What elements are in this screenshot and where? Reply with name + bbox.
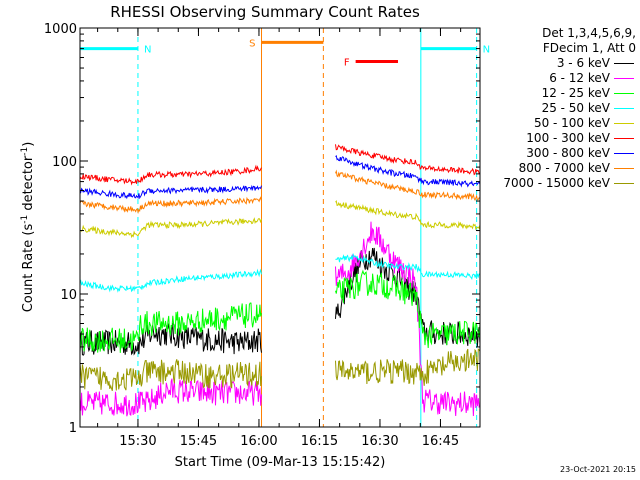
legend-entry: 6 - 12 keV [480,71,636,86]
series-line-6-0 [79,184,262,200]
series-line-3-0 [79,268,262,293]
series-line-7-1 [335,169,481,201]
legend-label: 50 - 100 keV [533,116,610,130]
chart-title: RHESSI Observing Summary Count Rates [110,3,420,21]
series-line-4-1 [335,200,481,231]
legend-swatch [614,153,634,154]
series-line-8-0 [79,359,262,392]
legend-swatch [614,108,634,109]
legend-entry: 300 - 800 keV [480,146,636,161]
legend-swatch [614,63,634,64]
series-line-4-0 [79,217,262,239]
legend-swatch [614,138,634,139]
legend-label: 300 - 800 keV [526,146,610,160]
legend-rows: 3 - 6 keV 6 - 12 keV 12 - 25 keV 25 - 50 ke… [480,56,636,191]
series-line-1-0 [79,378,262,417]
series-line-7-0 [79,196,262,215]
legend-entry: 100 - 300 keV [480,131,636,146]
x-tick-label: 15:45 [180,434,217,449]
annotation-label-3: F [344,57,350,68]
legend-swatch [614,93,634,94]
legend-label: 6 - 12 keV [549,71,610,85]
legend-label: 100 - 300 keV [526,131,610,145]
plot-frame [79,27,481,428]
legend: Det 1,3,4,5,6,9, FDecim 1, Att 0 3 - 6 k… [480,26,636,191]
series-line-8-1 [335,348,481,386]
legend-entry: 7000 - 15000 keV [480,176,636,191]
series-line-3-1 [335,252,481,281]
series-line-6-1 [335,154,481,188]
legend-label: 3 - 6 keV [556,56,610,70]
series-line-2-0 [79,302,262,353]
legend-entry: 800 - 7000 keV [480,161,636,176]
legend-entry: 12 - 25 keV [480,86,636,101]
y-tick-label: 1000 [44,22,77,37]
legend-label: 7000 - 15000 keV [503,176,610,190]
legend-swatch [614,183,634,184]
y-tick-label: 1 [69,421,77,436]
y-tick-label: 10 [60,288,77,303]
legend-swatch [614,168,634,169]
legend-label: 800 - 7000 keV [518,161,610,175]
x-tick-label: 16:30 [361,434,398,449]
legend-swatch [614,123,634,124]
legend-entry: 50 - 100 keV [480,116,636,131]
legend-entry: 25 - 50 keV [480,101,636,116]
annotation-label-2: S [249,38,255,49]
ticks-layer: 1 10 100 1000 15:30 15:45 16:00 16:15 16:30 16:45 [44,22,480,449]
legend-header-detectors: Det 1,3,4,5,6,9, [542,26,636,40]
x-tick-label: 16:00 [240,434,277,449]
annotation-label-1: N [483,45,490,56]
y-tick-label: 100 [52,155,77,170]
x-tick-label: 15:30 [119,434,156,449]
legend-label: 25 - 50 keV [541,101,610,115]
series-line-2-1 [335,269,481,349]
series-layer [79,144,481,417]
series-line-5-1 [335,144,481,176]
x-tick-label: 16:15 [301,434,338,449]
legend-entry: 3 - 6 keV [480,56,636,71]
series-line-1-1 [335,221,481,417]
plot-timestamp: 23-Oct-2021 20:15 [560,465,636,474]
y-axis-label: Count Rate (s-1 detector-1) [20,142,36,313]
x-axis-label: Start Time (09-Mar-13 15:15:42) [175,455,386,470]
series-line-5-0 [79,164,262,186]
legend-header-decimation: FDecim 1, Att 0 [542,41,636,55]
annotation-label-0: N [144,45,151,56]
legend-swatch [614,78,634,79]
x-tick-label: 16:45 [422,434,459,449]
legend-label: 12 - 25 keV [541,86,610,100]
